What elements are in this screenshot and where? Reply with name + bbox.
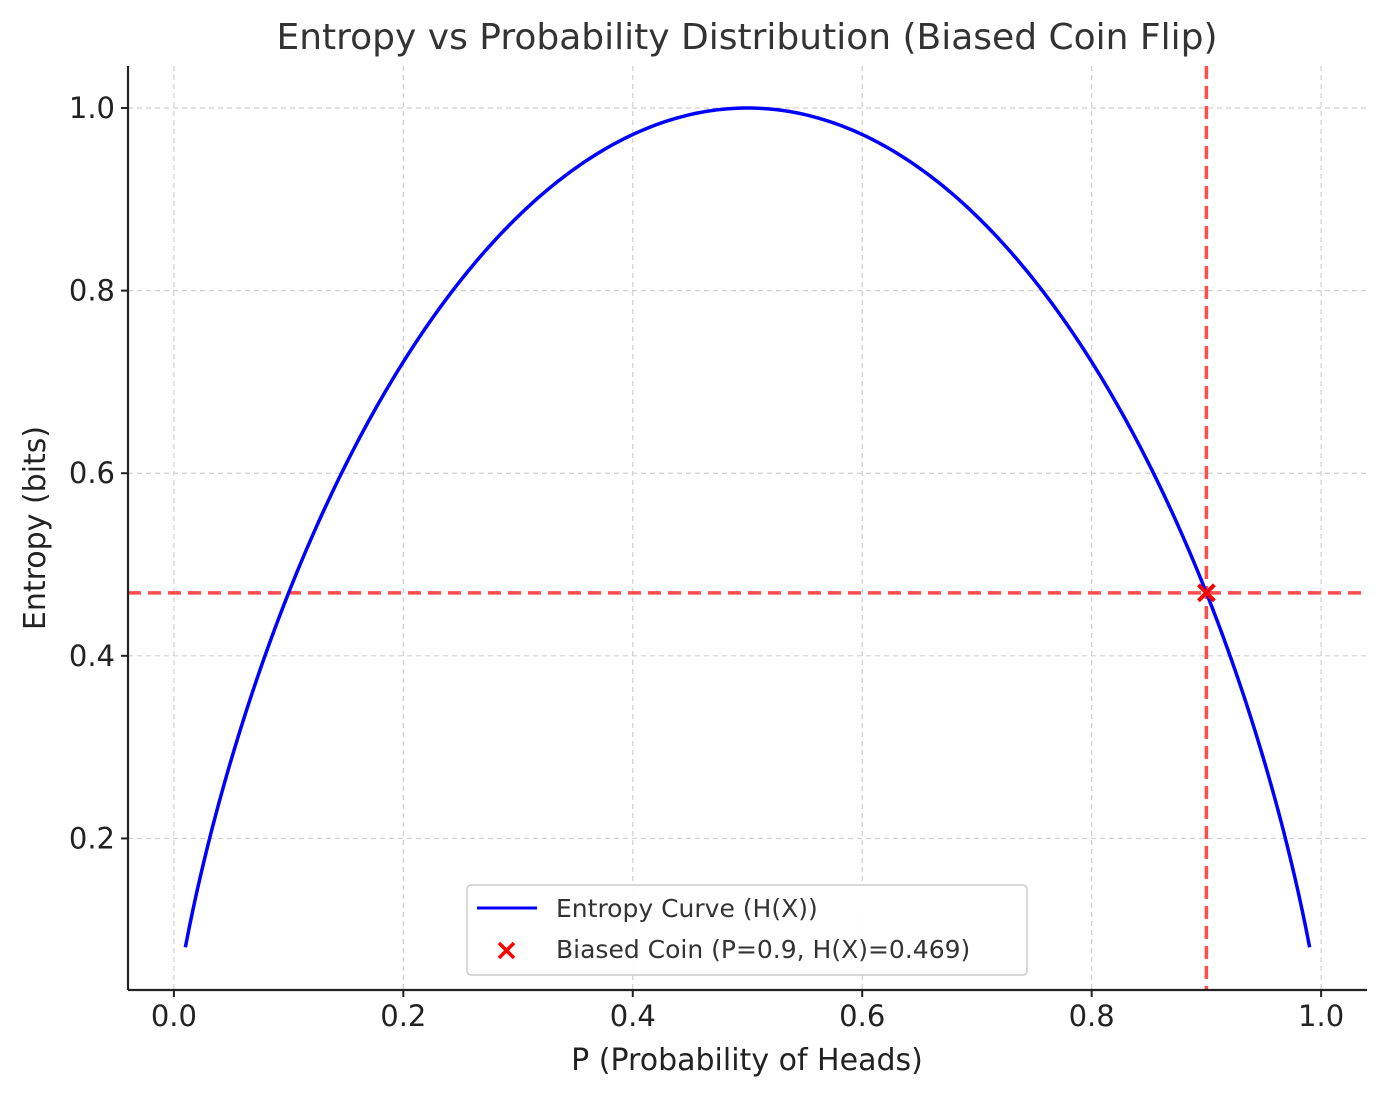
legend-swatch-biased-coin bbox=[497, 941, 516, 960]
y-tick-label: 0.8 bbox=[69, 274, 115, 308]
entropy-curve-line bbox=[183, 106, 1312, 948]
series-layer bbox=[183, 106, 1312, 948]
x-tick-label: 0.4 bbox=[610, 999, 656, 1033]
y-tick-label: 0.2 bbox=[69, 821, 115, 855]
y-axis-label: Entropy (bits) bbox=[18, 426, 53, 630]
x-tick-label: 0.0 bbox=[151, 999, 197, 1033]
y-tick-label: 1.0 bbox=[69, 91, 115, 125]
reference-lines bbox=[128, 66, 1367, 990]
x-tick-label: 0.6 bbox=[839, 999, 885, 1033]
legend-label-entropy-curve: Entropy Curve (H(X)) bbox=[556, 894, 818, 923]
biased-coin-marker bbox=[1196, 583, 1216, 603]
x-tick-label: 0.8 bbox=[1069, 999, 1115, 1033]
y-tick-label: 0.6 bbox=[69, 456, 115, 490]
legend-label-biased-coin: Biased Coin (P=0.9, H(X)=0.469) bbox=[556, 935, 970, 964]
x-tick-label: 0.2 bbox=[380, 999, 426, 1033]
axis-ticks: 0.0 0.2 0.4 0.6 0.8 1.0 0.2 0.4 0.6 0.8 1.0 bbox=[69, 91, 1344, 1033]
y-tick-label: 0.4 bbox=[69, 639, 115, 673]
legend-frame bbox=[466, 884, 1028, 976]
legend: Entropy Curve (H(X)) Biased Coin (P=0.9,… bbox=[466, 884, 1028, 976]
grid-lines bbox=[128, 66, 1367, 990]
x-axis-label: P (Probability of Heads) bbox=[571, 1043, 923, 1078]
biased-coin-marker-stroke bbox=[1196, 583, 1216, 603]
chart-title: Entropy vs Probability Distribution (Bia… bbox=[276, 17, 1217, 58]
x-tick-label: 1.0 bbox=[1298, 999, 1344, 1033]
axes-spines bbox=[126, 66, 1367, 992]
